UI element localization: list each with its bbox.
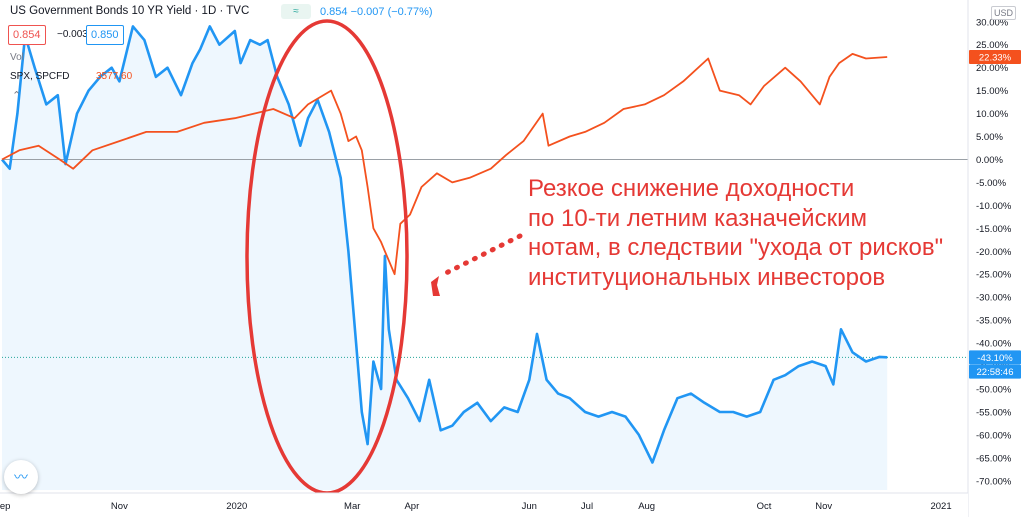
compare-symbol-value: 3577.60 (96, 71, 133, 82)
volume-label[interactable]: Vol (10, 52, 24, 63)
price-axis: 30.00% 25.00% 20.00% 15.00% 10.00% 5.00% 0.00%… (967, 0, 1024, 517)
compare-mode-icon[interactable]: ≈ (281, 4, 311, 19)
last-value-badge (969, 350, 1021, 365)
x-tick-label: Oct (757, 501, 772, 512)
ask-price-button[interactable]: 0.850 (86, 25, 124, 45)
y-tick-label: 5.00% (976, 132, 1003, 143)
y-tick-label: -60.00% (976, 430, 1012, 441)
time-axis-bg (0, 493, 968, 517)
x-tick-label: Nov (111, 501, 128, 512)
last-price: 0.854 −0.007 (−0.77%) (320, 6, 433, 18)
annotation-line: по 10-ти летним казначейским (528, 204, 867, 232)
last-value-text: 22.33% (979, 52, 1012, 63)
symbol-title[interactable]: US Government Bonds 10 YR Yield · 1D · T… (10, 5, 250, 17)
y-tick-label: -40.00% (976, 339, 1012, 350)
currency-label[interactable]: USD (990, 6, 1016, 20)
y-tick-label: -65.00% (976, 453, 1012, 464)
y-tick-label: 25.00% (976, 40, 1009, 51)
y-tick-label: -20.00% (976, 247, 1012, 258)
annotation-line: нотам, в следствии "ухода от рисков" (528, 234, 944, 261)
x-tick-label: Jul (581, 501, 593, 512)
annotation-line: Резкое снижение доходности (528, 175, 855, 202)
y-tick-label: -35.00% (976, 316, 1012, 327)
y-tick-label: 10.00% (976, 109, 1009, 120)
annotation-arrow (437, 233, 523, 279)
y-tick-label: -5.00% (976, 178, 1007, 189)
x-tick-label: Aug (638, 501, 655, 512)
yield-area (2, 26, 888, 491)
last-value-text: 22:58:46 (977, 367, 1014, 378)
last-value-text: -43.10% (977, 353, 1013, 364)
y-tick-label: -25.00% (976, 270, 1012, 281)
y-tick-label: -15.00% (976, 224, 1012, 235)
y-tick-label: -30.00% (976, 293, 1012, 304)
last-value-badge (969, 49, 1021, 64)
annotation-line: институциональных инвесторов (528, 263, 886, 291)
y-tick-label: 20.00% (976, 63, 1009, 74)
x-tick-label: Nov (815, 501, 832, 512)
annotation-text: Резкое снижение доходности по 10-ти летн… (528, 174, 943, 292)
arrow-head (431, 276, 440, 296)
yield-series-line (1, 25, 888, 464)
y-tick-label: -50.00% (976, 385, 1012, 396)
x-tick-label: Mar (344, 501, 360, 512)
y-tick-label: -10.00% (976, 201, 1012, 212)
x-tick-label: Apr (404, 501, 419, 512)
bid-price-button[interactable]: 0.854 (8, 25, 46, 45)
x-tick-label: Sep (0, 501, 10, 512)
spread-value: −0.003 (57, 29, 88, 40)
price-axis-bg (968, 0, 1024, 517)
last-value-labels: 22.33% -43.10% 22:58:46 (969, 49, 1021, 379)
x-tick-label: 2021 (930, 501, 951, 512)
last-value-badge (969, 364, 1021, 379)
x-tick-label: 2020 (226, 501, 247, 512)
tradingview-logo-icon[interactable]: 〰 (4, 460, 38, 494)
y-tick-label: 0.00% (976, 155, 1003, 166)
spx-series-line (1, 53, 888, 276)
y-tick-label: -55.00% (976, 407, 1012, 418)
compare-symbol-label[interactable]: SPX, SPCFD (10, 71, 70, 82)
visibility-icon[interactable]: ⌃ (12, 90, 22, 102)
y-tick-label: 15.00% (976, 86, 1009, 97)
x-tick-label: Jun (522, 501, 537, 512)
time-axis: Sep Nov 2020 Mar Apr Jun Jul Aug Oct Nov 2021 (0, 492, 968, 517)
y-tick-label: 30.00% (976, 17, 1009, 28)
y-tick-label: -70.00% (976, 476, 1012, 487)
